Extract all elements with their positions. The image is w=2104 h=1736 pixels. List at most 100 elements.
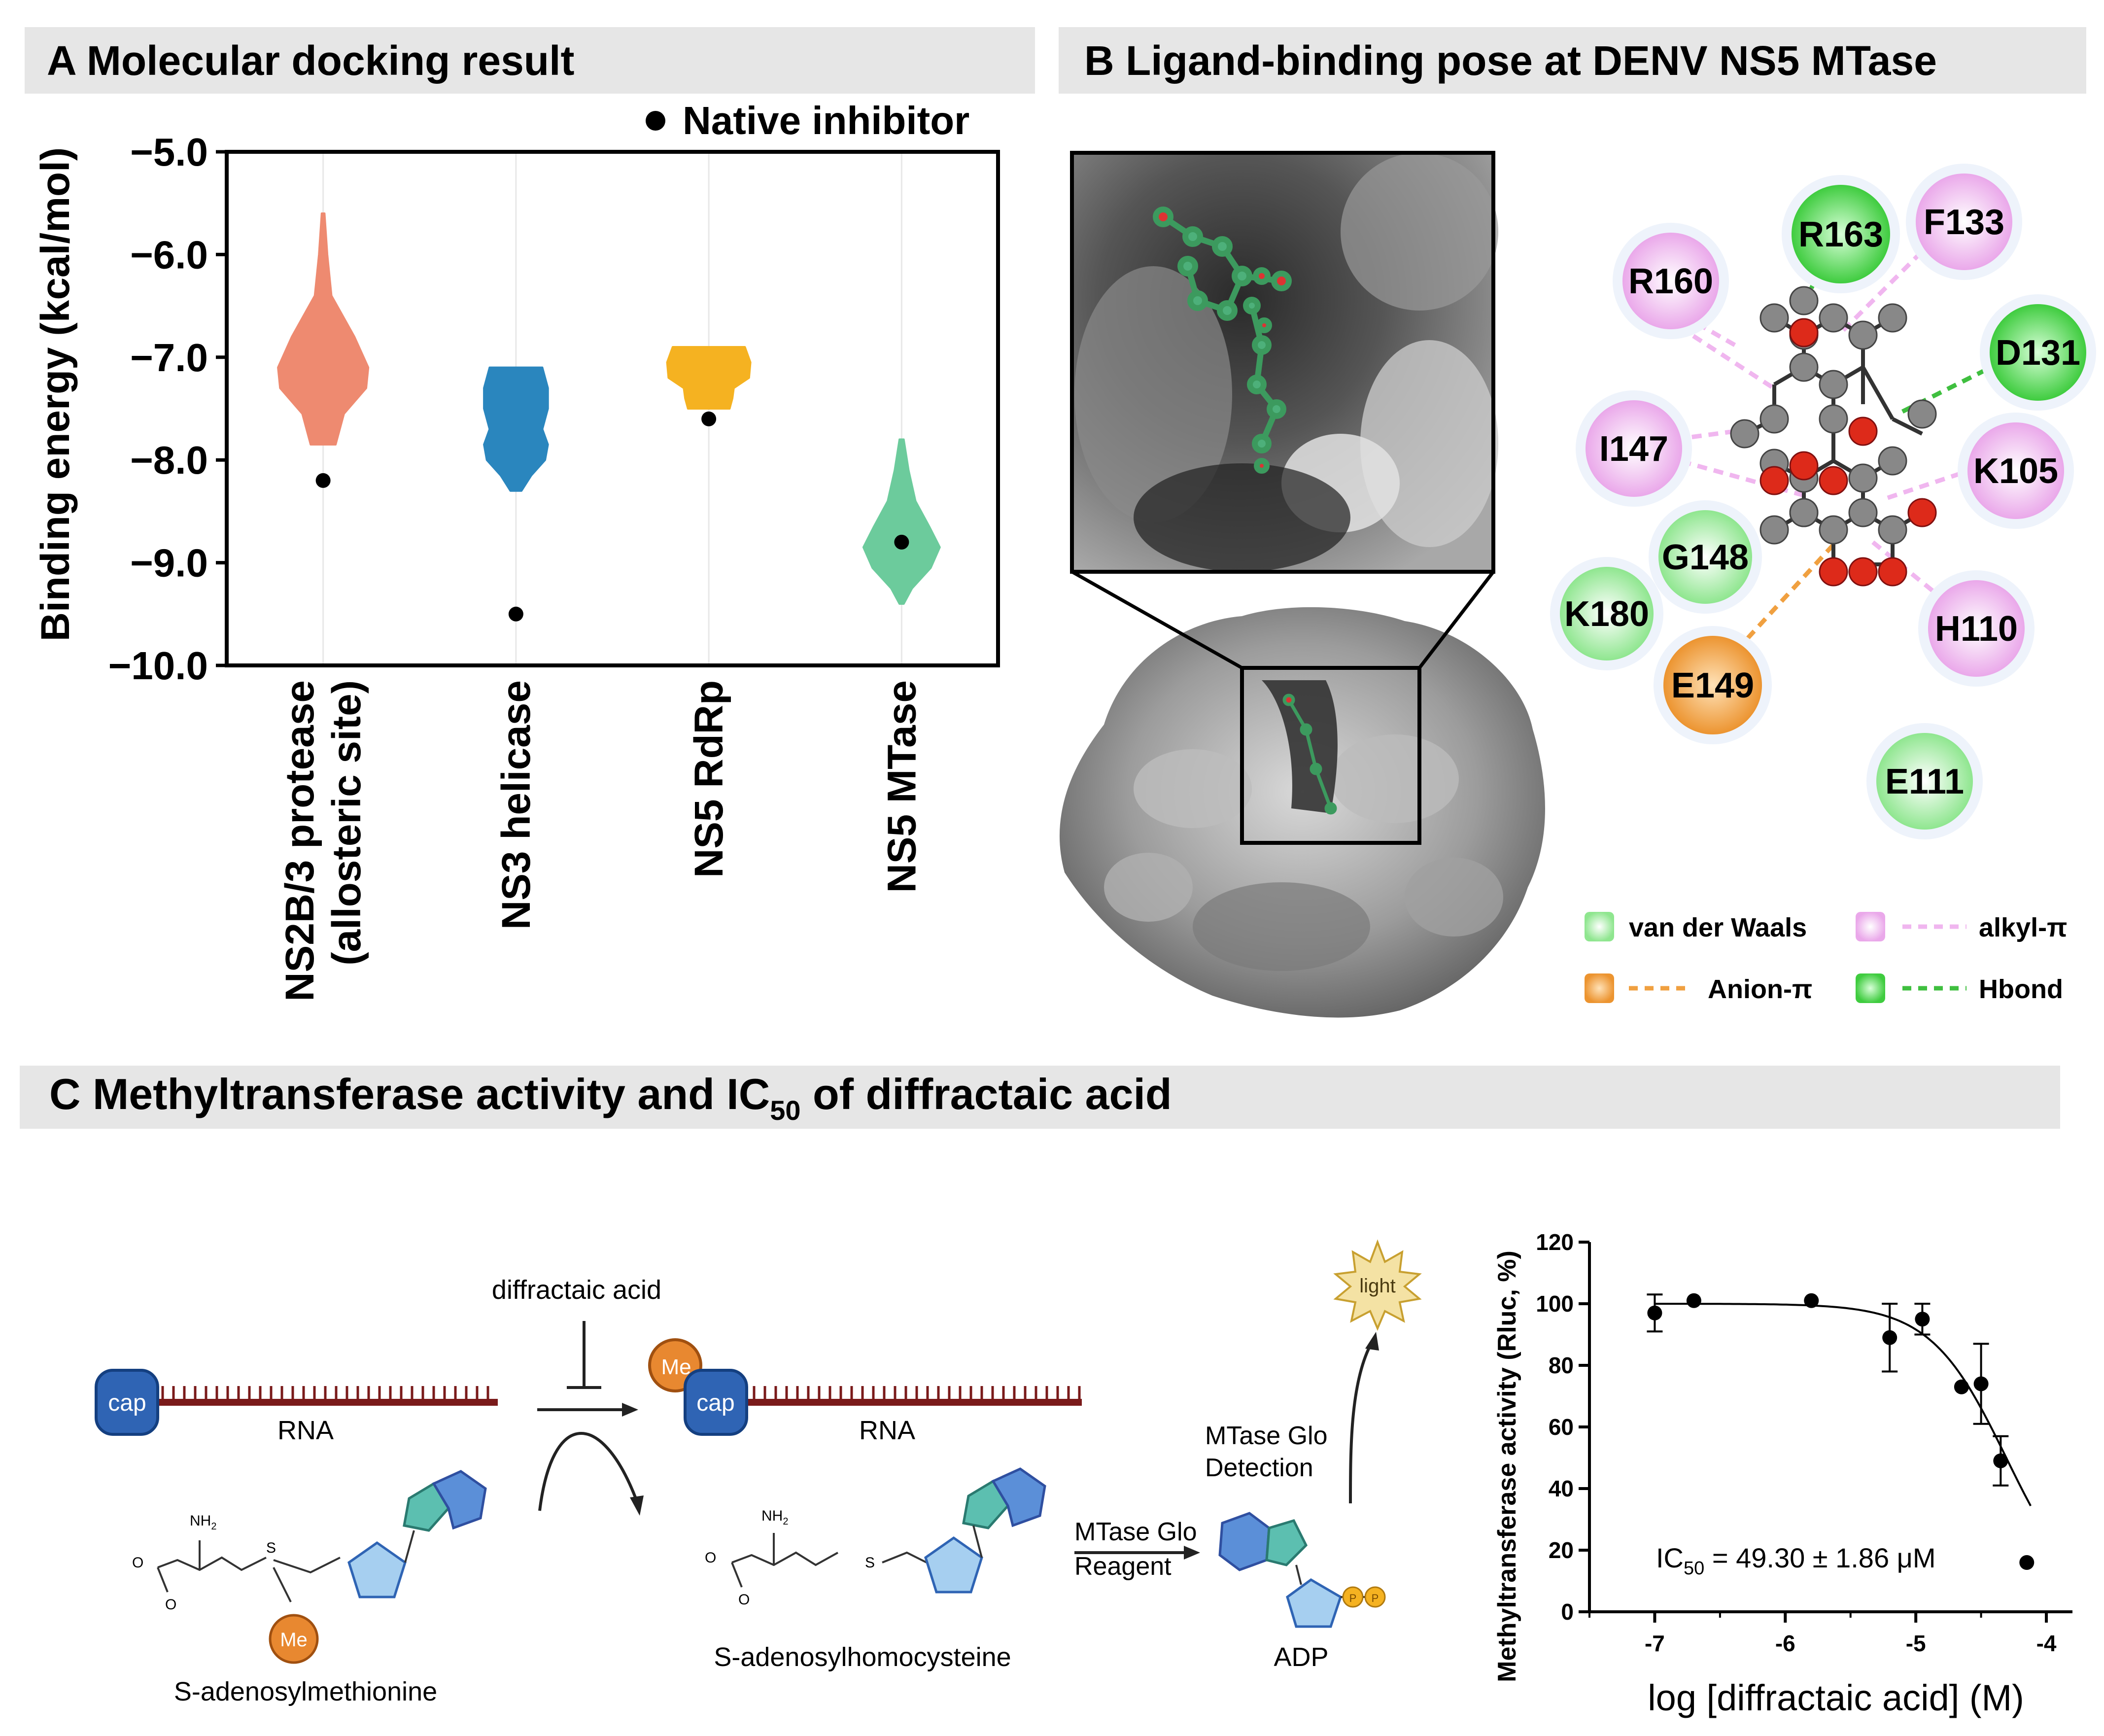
y-tick-label: 120 <box>1536 1229 1574 1255</box>
data-point <box>1954 1379 1969 1394</box>
residue-r163 <box>1792 185 1890 283</box>
violin-plot-frame <box>225 150 1000 667</box>
data-point <box>1804 1293 1819 1308</box>
sah-adenine-6ring <box>991 1467 1046 1528</box>
sam-o: O <box>165 1597 176 1613</box>
residue-label: R163 <box>1798 215 1883 254</box>
y-axis-label-a: Binding energy (kcal/mol) <box>33 147 78 641</box>
sam-s: S <box>266 1540 276 1556</box>
cap-right <box>684 1369 748 1436</box>
y-tick-label: −5.0 <box>130 130 208 174</box>
native-inhibitor-point <box>315 473 331 488</box>
reagent-label-1: MTase Glo <box>1074 1518 1197 1546</box>
y-tick-label: 80 <box>1549 1353 1574 1378</box>
data-point <box>1647 1305 1662 1320</box>
rna-right-label: RNA <box>859 1416 915 1445</box>
violin-0 <box>277 212 370 446</box>
data-point <box>1686 1293 1701 1308</box>
residue-label: E149 <box>1671 666 1754 705</box>
sah-o-minus: O <box>705 1550 716 1566</box>
sam-nh2: NH2 <box>190 1513 216 1532</box>
sam-adenine-6ring <box>432 1470 487 1530</box>
sam-ribose <box>347 1541 407 1598</box>
dose-response-chart: 0 20 40 60 80 100 120 -7 -6 -5 -4 Methyltransferase… <box>1493 1229 2072 1718</box>
violin-2 <box>666 346 752 410</box>
category-label: NS3 helicase <box>494 680 539 930</box>
residue-label: E111 <box>1885 762 1964 801</box>
panel-c-header-bar <box>20 1066 2060 1129</box>
panel-c: C Methyltransferase activity and IC50 of… <box>20 1066 2072 1718</box>
ic50-annotation: IC50 = 49.30 ± 1.86 μM <box>1656 1542 1936 1579</box>
category-label: NS5 MTase <box>879 680 924 893</box>
rna-left-label: RNA <box>277 1416 334 1445</box>
residue-g148 <box>1658 510 1752 604</box>
light-burst-icon <box>1333 1239 1422 1331</box>
violin-3 <box>862 438 941 605</box>
y-axis-label-c: Methyltransferase activity (Rluc, %) <box>1493 1250 1521 1682</box>
data-point <box>1993 1453 2008 1468</box>
residue-k180 <box>1560 567 1654 660</box>
y-tick-label: 40 <box>1549 1476 1574 1501</box>
reagent-label-2: Reagent <box>1074 1552 1172 1581</box>
ligand-small <box>1282 694 1337 815</box>
x-tick-label: -4 <box>2036 1631 2057 1656</box>
adp-adenine-5ring <box>1265 1519 1308 1566</box>
data-point <box>1882 1330 1897 1345</box>
adp-adenine-6ring <box>1218 1512 1271 1571</box>
y-tick-label: 0 <box>1561 1599 1574 1625</box>
x-axis-label-c: log [diffractaic acid] (M) <box>1648 1677 2024 1718</box>
light-label: light <box>1359 1275 1395 1297</box>
residue-i147 <box>1586 400 1682 497</box>
native-inhibitor-legend-dot <box>646 111 665 131</box>
adp-ribose <box>1286 1578 1343 1628</box>
sah-s: S <box>865 1555 875 1571</box>
sam-me-label: Me <box>280 1629 308 1651</box>
residue-label: K180 <box>1564 594 1649 634</box>
sam-label: S-adenosylmethionine <box>174 1677 437 1706</box>
native-inhibitor-point <box>508 606 523 622</box>
x-tick-label: -6 <box>1775 1631 1795 1656</box>
residue-label: D131 <box>1996 333 2080 373</box>
data-point <box>1915 1312 1930 1327</box>
adp-phosphate-2 <box>1364 1586 1386 1608</box>
y-tick-label: −9.0 <box>130 541 208 585</box>
category-label: NS2B/3 protease <box>277 680 322 1002</box>
panel-b: B Ligand-binding pose at DENV NS5 MTase <box>1059 27 2096 1018</box>
panel-a-header-bar <box>25 27 1035 94</box>
legend-vdw-label: van der Waals <box>1629 913 1807 942</box>
residue-label: F133 <box>1924 203 2004 242</box>
category-label: NS5 RdRp <box>687 680 731 878</box>
legend-hbond-label: Hbond <box>1979 974 2063 1004</box>
adp-phosphate-2-label: P <box>1372 1592 1379 1604</box>
legend-vdw-swatch <box>1585 912 1614 941</box>
protein-surface <box>1059 607 1545 1018</box>
residue-d131 <box>1990 304 2086 401</box>
y-tick-label: 100 <box>1536 1291 1574 1317</box>
panel-a-header: A Molecular docking result <box>47 37 574 84</box>
cap-left <box>95 1369 159 1436</box>
panel-c-header: C Methyltransferase activity and IC50 of… <box>49 1070 1172 1126</box>
data-point <box>2019 1555 2035 1570</box>
cap-right-label: cap <box>696 1390 734 1416</box>
interaction-legend: van der Waals alkyl-π Anion-π Hbond <box>1585 912 2067 1004</box>
sah-o: O <box>738 1592 750 1608</box>
category-label: (allosteric site) <box>324 680 369 966</box>
cap-left-label: cap <box>108 1390 146 1416</box>
x-tick-label: -5 <box>1906 1631 1926 1656</box>
panel-a: A Molecular docking result Native inhibi… <box>25 27 1035 1002</box>
y-tick-label: −8.0 <box>130 438 208 482</box>
native-inhibitor-point <box>701 411 717 426</box>
zoomed-binding-pocket <box>1070 151 1498 574</box>
y-tick-label: −10.0 <box>108 644 208 688</box>
residue-label: K105 <box>1973 451 2058 491</box>
native-inhibitor-legend-label: Native inhibitor <box>683 99 969 142</box>
panel-b-header-bar <box>1059 27 2086 94</box>
zoom-region-box <box>1240 666 1421 845</box>
legend-alkyl-label: alkyl-π <box>1979 913 2067 942</box>
native-inhibitor-point <box>894 534 909 550</box>
legend-hbond-swatch <box>1856 973 1885 1003</box>
zoom-connector-right <box>1418 570 1495 669</box>
detection-label-1: MTase Glo <box>1205 1422 1328 1450</box>
detection-label-2: Detection <box>1205 1454 1313 1482</box>
sam-o-minus: O <box>132 1555 143 1571</box>
